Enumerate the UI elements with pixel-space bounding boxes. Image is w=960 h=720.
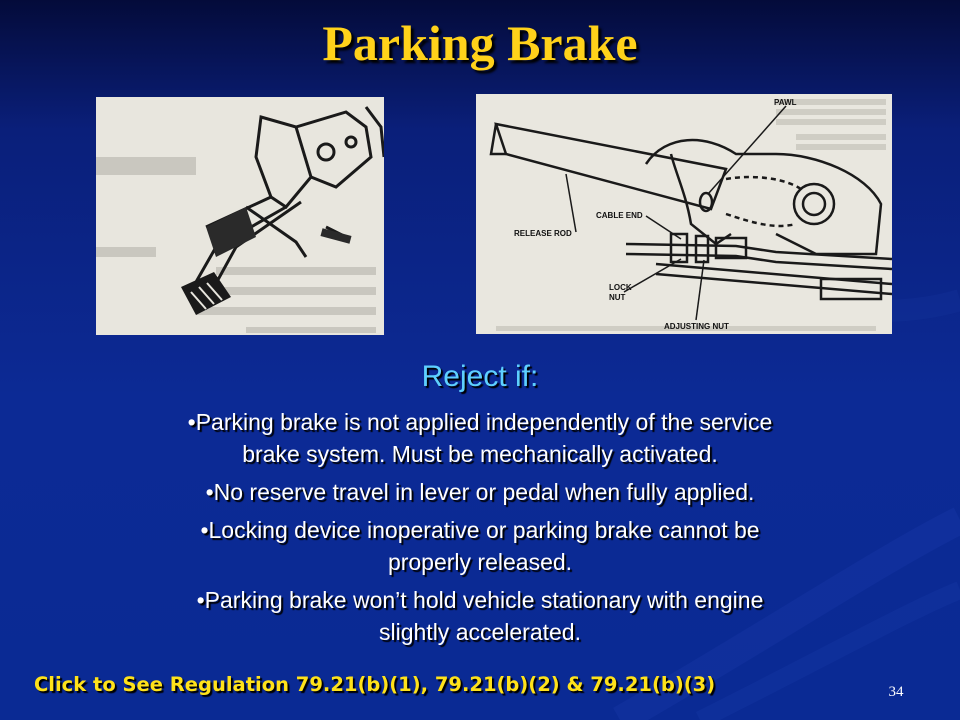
bullet-line: slightly accelerated. — [379, 619, 581, 645]
slide-title: Parking Brake — [322, 15, 638, 71]
bullet-item: •Parking brake won’t hold vehicle statio… — [120, 584, 840, 648]
pawl-mechanism — [644, 138, 883, 256]
bullet-line: •Locking device inoperative or parking b… — [200, 517, 760, 543]
label-release-rod: RELEASE ROD — [514, 229, 572, 238]
leader-lines — [565, 105, 787, 321]
background-print — [496, 99, 886, 331]
bullet-line: •Parking brake is not applied independen… — [187, 409, 773, 435]
bullet-item: •No reserve travel in lever or pedal whe… — [120, 476, 840, 508]
pedal-assembly-image — [96, 97, 384, 335]
pedal-pads — [181, 207, 256, 315]
pedal-assembly-drawing — [96, 97, 384, 335]
diagram-labels: PAWL CABLE END RELEASE ROD LOCK NUT ADJU… — [514, 98, 797, 331]
pedal-bolt — [320, 228, 352, 244]
label-adjusting-nut: ADJUSTING NUT — [664, 322, 729, 331]
bullet-line: properly released. — [387, 549, 573, 575]
background-print — [96, 157, 376, 333]
regulation-link[interactable]: Click to See Regulation 79.21(b)(1), 79.… — [34, 673, 716, 696]
bullet-item: •Locking device inoperative or parking b… — [120, 514, 840, 578]
brake-cable-drawing: PAWL CABLE END RELEASE ROD LOCK NUT ADJU… — [476, 94, 892, 334]
bullet-line: •Parking brake won’t hold vehicle statio… — [196, 587, 764, 613]
label-nut: NUT — [609, 293, 626, 302]
label-lock: LOCK — [609, 283, 632, 292]
page-number: 34 — [888, 684, 904, 700]
label-pawl: PAWL — [774, 98, 797, 107]
label-cable-end: CABLE END — [596, 211, 643, 220]
bullet-item: •Parking brake is not applied independen… — [120, 406, 840, 470]
bullet-line: •No reserve travel in lever or pedal whe… — [205, 479, 755, 505]
reject-if-heading: Reject if: — [421, 360, 539, 393]
brake-cable-diagram: PAWL CABLE END RELEASE ROD LOCK NUT ADJU… — [476, 94, 892, 334]
bullet-line: brake system. Must be mechanically activ… — [242, 441, 718, 467]
cable-and-nuts — [625, 232, 892, 301]
